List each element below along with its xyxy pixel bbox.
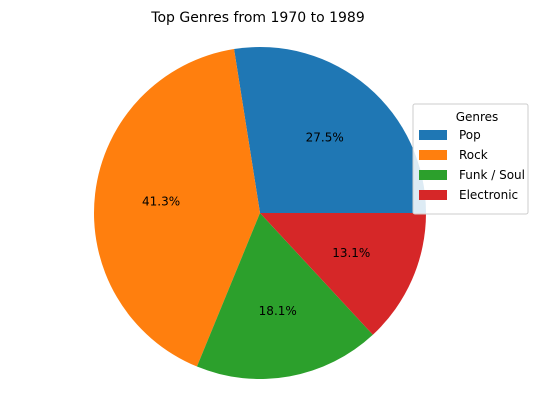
pie-value-labels: 27.5% 41.3% 18.1% 13.1%	[142, 130, 370, 318]
legend-swatch-electronic	[419, 190, 447, 200]
legend-swatch-rock	[419, 150, 447, 160]
pie-slices	[94, 46, 426, 379]
pie-value-label-pop: 27.5%	[306, 130, 344, 144]
pie-slice-rock	[94, 49, 260, 367]
legend-title: Genres	[456, 110, 499, 124]
legend-swatch-funk-soul	[419, 170, 447, 180]
pie-slice-electronic	[260, 213, 426, 335]
legend-items: Pop Rock Funk / Soul Electronic	[419, 128, 525, 202]
pie-value-label-rock: 41.3%	[142, 194, 180, 208]
legend-label-rock: Rock	[459, 148, 488, 162]
pie-value-label-funk-soul: 18.1%	[259, 304, 297, 318]
chart-title: Top Genres from 1970 to 1989	[150, 10, 364, 26]
pie-slice-pop	[234, 46, 426, 213]
legend-swatch-pop	[419, 130, 447, 140]
legend-label-pop: Pop	[459, 128, 481, 142]
pie-slice-funk-soul	[196, 213, 373, 379]
legend: Genres Pop Rock Funk / Soul Electronic	[412, 103, 529, 215]
legend-label-electronic: Electronic	[459, 188, 518, 202]
legend-label-funk-soul: Funk / Soul	[459, 168, 525, 182]
pie-value-label-electronic: 13.1%	[332, 246, 370, 260]
